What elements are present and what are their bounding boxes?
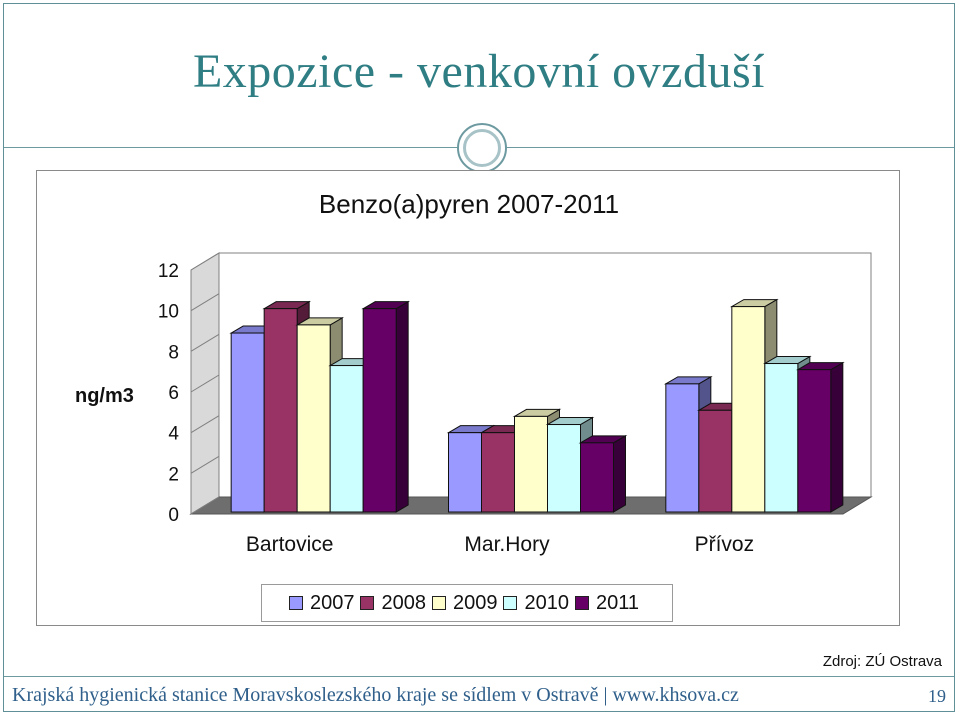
bar-2011-2 xyxy=(797,369,832,513)
bar-2008-2 xyxy=(698,409,733,513)
footer-text: Krajská hygienická stanice Moravskoslezs… xyxy=(12,684,739,706)
y-gridline xyxy=(190,374,220,393)
y-gridline xyxy=(190,293,220,312)
x-tick-label: Bartovice xyxy=(246,533,334,556)
bar-2009-2 xyxy=(731,306,766,513)
legend-item: 2010 xyxy=(503,592,569,615)
bar-side xyxy=(830,361,844,513)
legend-swatch xyxy=(503,596,518,610)
footer-divider xyxy=(4,676,954,677)
y-gridline xyxy=(190,333,220,352)
bar-2010-2 xyxy=(764,363,799,513)
bar-2009-0 xyxy=(296,324,331,513)
y-axis-label: ng/m3 xyxy=(75,385,134,407)
x-tick-label: Mar.Hory xyxy=(464,533,550,556)
y-tick-label: 10 xyxy=(158,302,179,323)
bar-2008-1 xyxy=(481,432,515,513)
y-tick-label: 12 xyxy=(158,261,179,282)
bar-2010-0 xyxy=(329,365,364,513)
legend-swatch xyxy=(431,596,446,610)
y-tick-label: 8 xyxy=(168,342,179,363)
legend-item: 2009 xyxy=(431,591,498,615)
slide-frame xyxy=(3,3,955,712)
y-tick-label: 6 xyxy=(168,383,179,404)
y-tick-label: 0 xyxy=(168,505,179,526)
bar-2009-1 xyxy=(514,415,548,513)
legend-swatch xyxy=(574,596,589,610)
bar-2008-0 xyxy=(263,308,298,513)
legend-label: 2008 xyxy=(381,591,426,614)
bar-side xyxy=(613,434,626,513)
bar-2011-0 xyxy=(362,308,397,513)
bar-2007-1 xyxy=(448,432,482,513)
y-gridline xyxy=(190,252,220,271)
bar-2011-1 xyxy=(580,442,614,513)
y-gridline xyxy=(190,455,220,474)
y-gridline xyxy=(190,415,220,434)
page-number: 19 xyxy=(928,686,946,706)
y-gridline xyxy=(190,496,220,515)
chart-plot: 0 2 4 6 8 10 12 Bartovice Mar.Hory Přívoz xyxy=(158,252,873,556)
legend-swatch xyxy=(360,596,375,610)
legend-item: 2007 xyxy=(288,591,355,615)
y-tick-label: 2 xyxy=(168,464,179,485)
bar-2007-0 xyxy=(230,332,265,513)
y-tick-label: 4 xyxy=(168,424,179,445)
chart-legend: 2007 2008 2009 2010 2011 xyxy=(261,584,673,622)
x-tick-label: Přívoz xyxy=(695,533,755,556)
decorative-ring-icon xyxy=(457,123,507,173)
legend-item: 2011 xyxy=(574,591,639,615)
source-note: Zdroj: ZÚ Ostrava xyxy=(822,653,942,670)
bar-2010-1 xyxy=(547,424,581,513)
title-band: Expozice - venkovní ovzduší xyxy=(4,4,954,148)
legend-label: 2009 xyxy=(452,591,498,614)
bar-side xyxy=(395,300,409,513)
bar-2007-2 xyxy=(665,383,700,513)
legend-label: 2011 xyxy=(595,591,639,614)
legend-item: 2008 xyxy=(360,592,426,615)
chart-title: Benzo(a)pyren 2007-2011 xyxy=(318,189,620,219)
chart-container: Benzo(a)pyren 2007-2011 ng/m3 0 2 4 6 8 10 12 B… xyxy=(36,170,900,626)
legend-swatch xyxy=(288,596,303,610)
legend-label: 2010 xyxy=(524,591,569,614)
slide-title: Expozice - venkovní ovzduší xyxy=(192,45,765,98)
legend-label: 2007 xyxy=(309,591,355,614)
